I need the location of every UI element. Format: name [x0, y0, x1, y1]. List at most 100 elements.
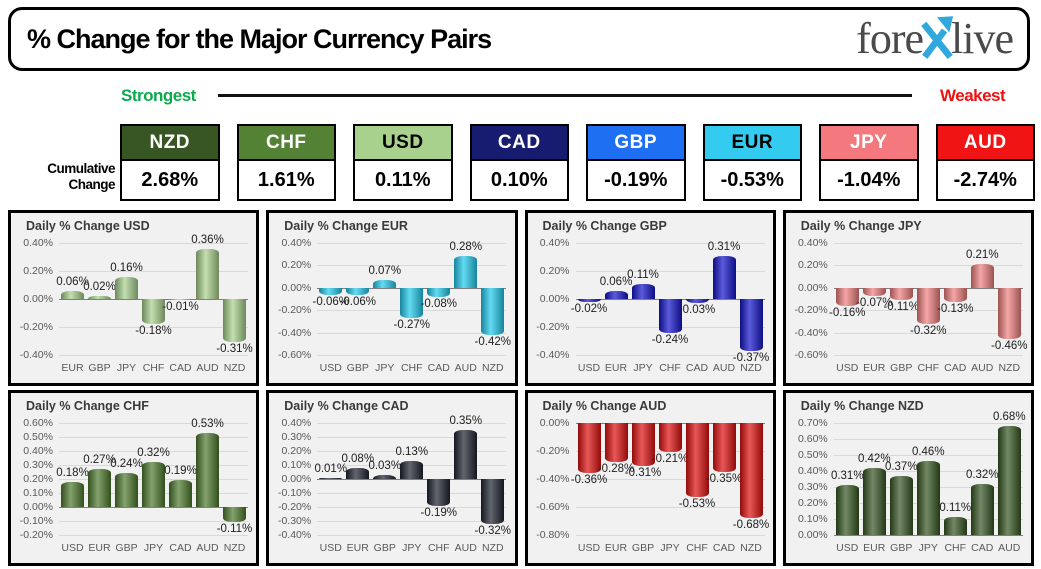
bar-aud-usd	[577, 423, 601, 474]
chart-title-nzd: Daily % Change NZD	[800, 399, 924, 413]
x-tick-label-nzd: NZD	[740, 362, 762, 374]
bar-cad-chf	[427, 479, 451, 506]
chart-title-eur: Daily % Change EUR	[284, 219, 408, 233]
data-label-chf-cad: 0.19%	[164, 465, 197, 478]
bar-usd-chf	[142, 299, 165, 325]
y-tick-label: -0.60%	[794, 349, 828, 361]
x-tick-label-usd: USD	[836, 542, 859, 554]
bar-aud-chf	[685, 423, 709, 498]
data-label-gbp-usd: -0.02%	[570, 302, 608, 315]
gridline	[317, 355, 507, 356]
bar-aud-eur	[604, 423, 628, 463]
bar-eur-jpy	[373, 279, 397, 288]
bar-eur-aud	[454, 256, 478, 288]
x-tick-label-cad: CAD	[685, 362, 709, 374]
currency-code-gbp: GBP	[586, 124, 686, 161]
x-tick-label-aud: AUD	[196, 362, 219, 374]
bar-jpy-nzd	[997, 287, 1021, 340]
data-label-eur-chf: -0.27%	[393, 319, 430, 332]
charts-grid: Daily % Change USD 0.40% 0.20% 0.00% -0.20% -…	[8, 210, 1034, 566]
gridline	[833, 265, 1023, 267]
gridline	[317, 507, 507, 508]
x-tick-label-jpy: JPY	[375, 362, 395, 374]
data-label-aud-chf: -0.53%	[678, 498, 716, 511]
bar-cad-nzd	[481, 479, 505, 524]
cumulative-change-label-line2: Change	[68, 177, 115, 192]
data-label-cad-jpy: 0.13%	[395, 445, 429, 458]
y-tick-label: -0.30%	[277, 515, 312, 527]
data-label-aud-nzd: -0.68%	[732, 519, 770, 532]
data-label-gbp-chf: -0.24%	[651, 333, 689, 346]
bar-jpy-cad	[943, 287, 967, 303]
chart-title-jpy: Daily % Change JPY	[800, 219, 922, 233]
chart-panel-jpy: Daily % Change JPY 0.40% 0.20% 0.00% -0.20% -…	[782, 210, 1034, 386]
data-label-chf-gbp: 0.24%	[110, 458, 143, 471]
data-label-usd-gbp: 0.02%	[83, 281, 116, 294]
data-label-chf-jpy: 0.32%	[137, 447, 170, 460]
data-label-aud-jpy: -0.21%	[651, 453, 689, 466]
gridline	[317, 423, 507, 424]
cumulative-change-label-line1: Cumulative	[47, 161, 115, 176]
x-tick-label-usd: USD	[61, 542, 84, 554]
x-tick-label-gbp: GBP	[373, 542, 396, 554]
x-tick-label-chf: CHF	[659, 362, 681, 374]
bar-gbp-eur	[604, 290, 628, 299]
gridline	[833, 243, 1023, 244]
y-tick-label: 0.40%	[23, 237, 53, 249]
gridline	[575, 355, 765, 356]
y-tick-label: 0.60%	[797, 433, 828, 445]
y-tick-label: 0.20%	[23, 265, 53, 277]
currency-ranking-row: NZD 2.68% CHF 1.61% USD 0.11% CAD 0.10% GBP -0.19…	[120, 124, 1035, 201]
currency-code-cad: CAD	[469, 124, 569, 161]
data-label-chf-aud: 0.53%	[191, 417, 224, 430]
bar-chf-aud	[196, 432, 219, 507]
currency-rank-box-jpy: JPY -1.04%	[819, 124, 919, 201]
x-tick-label-eur: EUR	[604, 542, 628, 554]
data-label-aud-eur: -0.28%	[597, 463, 635, 476]
x-tick-label-nzd: NZD	[481, 362, 504, 374]
y-tick-label: -0.20%	[19, 529, 53, 541]
cumulative-value-usd: 0.11%	[353, 161, 453, 201]
gridline	[317, 451, 507, 452]
data-label-gbp-cad: -0.03%	[678, 304, 716, 317]
x-tick-label-jpy: JPY	[143, 542, 164, 554]
y-tick-label: -0.40%	[19, 349, 53, 361]
data-label-chf-eur: 0.27%	[83, 454, 116, 467]
y-tick-label: 0.50%	[23, 431, 53, 443]
y-tick-label: -0.10%	[277, 487, 312, 499]
gridline	[575, 271, 765, 272]
bar-usd-cad	[169, 299, 192, 301]
y-tick-label: -0.10%	[19, 515, 53, 527]
bar-chf-usd	[61, 481, 84, 507]
data-label-jpy-chf: -0.32%	[910, 324, 947, 337]
data-label-cad-eur: 0.08%	[341, 452, 375, 465]
bar-gbp-nzd	[739, 299, 763, 351]
currency-code-aud: AUD	[935, 124, 1035, 161]
chart-title-aud: Daily % Change AUD	[542, 399, 667, 413]
bar-cad-aud	[454, 430, 478, 479]
y-tick-label: 0.20%	[797, 259, 828, 272]
gridline	[59, 535, 248, 536]
cumulative-value-jpy: -1.04%	[819, 161, 919, 201]
bar-nzd-usd	[835, 485, 859, 535]
x-tick-label-nzd: NZD	[223, 362, 246, 374]
data-label-nzd-jpy: 0.46%	[911, 446, 945, 459]
data-label-aud-gbp: -0.31%	[624, 467, 662, 480]
gridline	[59, 243, 248, 244]
x-tick-label-chf: CHF	[427, 542, 450, 554]
bar-aud-cad	[712, 423, 736, 472]
y-tick-label: -0.20%	[536, 445, 570, 457]
data-label-gbp-nzd: -0.37%	[732, 351, 770, 364]
y-tick-label: -0.20%	[536, 321, 570, 333]
x-tick-label-cad: CAD	[169, 542, 192, 554]
x-tick-label-aud: AUD	[712, 362, 736, 374]
cumulative-value-aud: -2.74%	[935, 161, 1035, 201]
bar-jpy-gbp	[889, 287, 913, 301]
page-title: % Change for the Major Currency Pairs	[27, 23, 492, 54]
gridline	[59, 423, 248, 424]
data-label-jpy-usd: -0.16%	[829, 306, 866, 319]
gridline	[317, 535, 507, 536]
currency-rank-box-nzd: NZD 2.68%	[120, 124, 220, 201]
data-label-nzd-eur: 0.42%	[857, 452, 891, 465]
